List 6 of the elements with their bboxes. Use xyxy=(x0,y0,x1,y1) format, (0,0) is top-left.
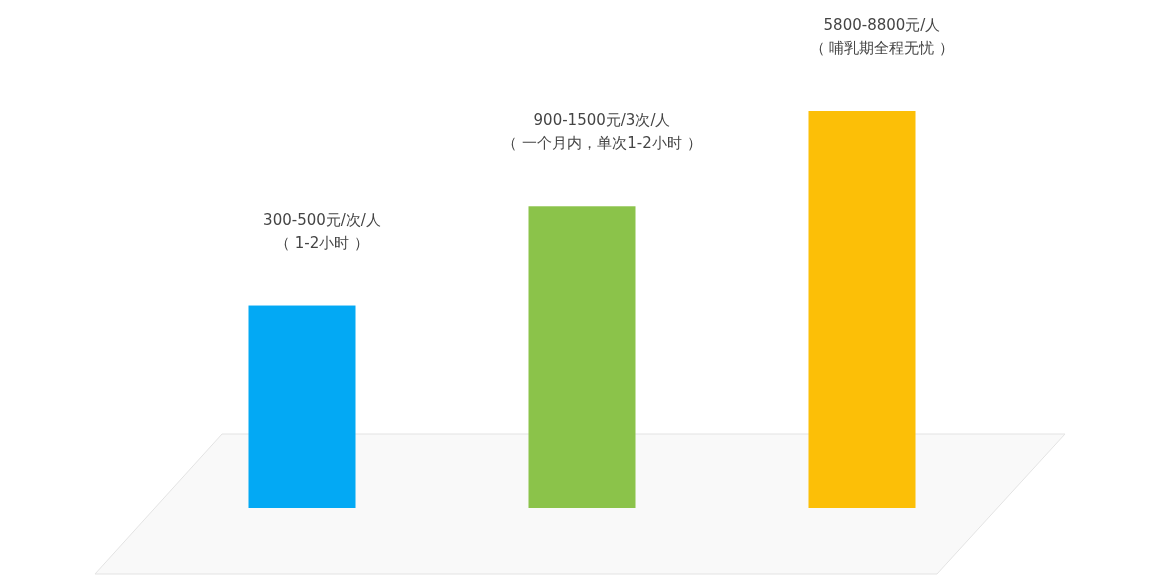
text: 5800-8800元/人 xyxy=(823,16,941,34)
annotation: 900-1500元/3次/人 xyxy=(533,111,671,130)
annotation: （ 一个月内，单次1-2小时 ） xyxy=(502,134,702,153)
text: （ 哺乳期全程无忧 ） xyxy=(809,39,955,57)
annotation: （ 1-2小时 ） xyxy=(274,233,370,252)
annotation: 300-500元/次/人 xyxy=(263,210,381,229)
